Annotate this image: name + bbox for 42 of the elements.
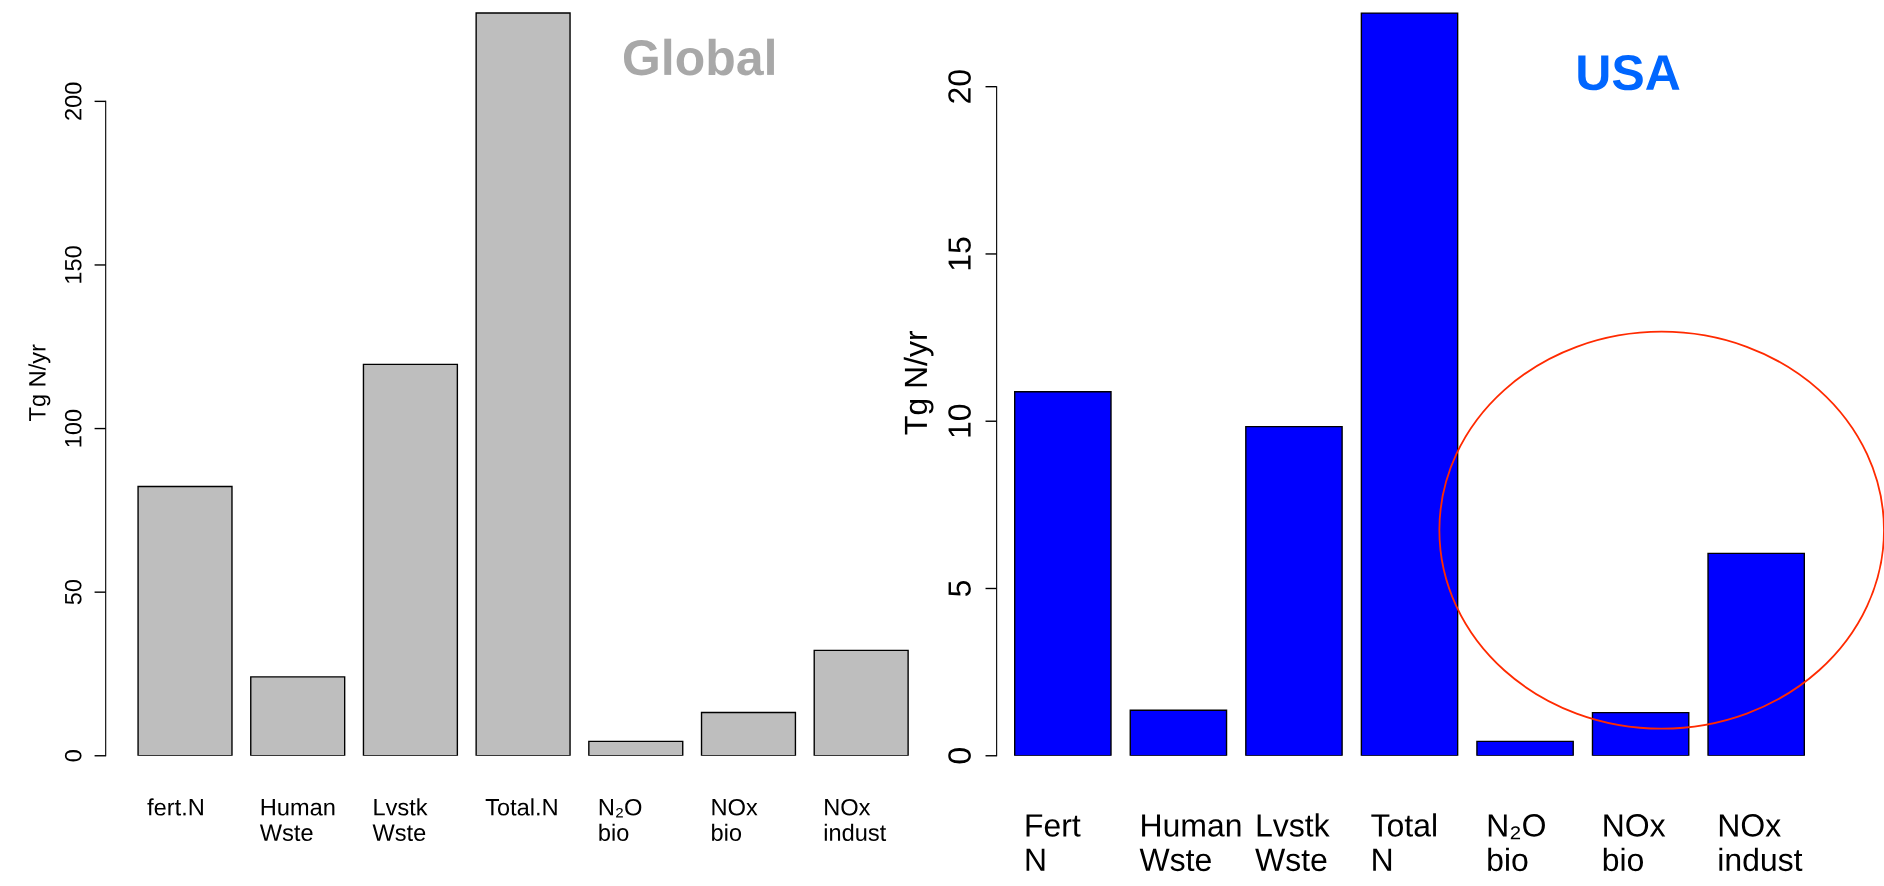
bar	[1476, 740, 1574, 756]
x-tick-label: Human Wste	[1139, 814, 1241, 872]
bar	[475, 12, 571, 756]
bar	[1707, 552, 1806, 756]
y-tick-label: 20	[948, 70, 971, 103]
y-tick-label: 200	[64, 82, 82, 120]
text: USA	[1578, 54, 1680, 91]
bar	[1360, 12, 1459, 756]
x-tick-label: N₂O bio	[1488, 814, 1545, 872]
bar	[137, 485, 233, 756]
bar	[1591, 711, 1690, 756]
y-tick-label: 0	[948, 748, 971, 764]
x-tick-label: Human Wste	[259, 799, 335, 842]
y-tick-label: 5	[948, 580, 971, 597]
chart-title: Global	[623, 38, 774, 76]
x-tick-label: NOx indust	[824, 798, 887, 842]
y-tick-label: 150	[64, 246, 82, 283]
bar	[1129, 709, 1228, 756]
bar	[588, 740, 684, 756]
bar	[813, 649, 909, 756]
y-tick-label: 10	[948, 404, 971, 437]
x-tick-label: Lvstk Wste	[1255, 813, 1330, 872]
y-tick-label: 100	[64, 409, 82, 447]
bar	[362, 363, 459, 756]
x-tick-label: NOx bio	[712, 798, 758, 842]
x-tick-label: N₂O bio	[599, 798, 642, 842]
x-tick-label: Fert N	[1026, 814, 1081, 871]
x-tick-label: fert.N	[147, 798, 203, 816]
bar	[1014, 391, 1112, 756]
bar	[250, 676, 346, 756]
x-tick-label: Lvstk Wste	[372, 798, 428, 842]
y-tick-label: 50	[64, 579, 82, 605]
bar	[1245, 425, 1343, 756]
bar	[700, 711, 797, 756]
x-tick-label: NOx bio	[1603, 814, 1666, 872]
x-tick-label: NOx indust	[1719, 814, 1803, 872]
x-tick-label: Total.N	[485, 798, 557, 816]
x-tick-label: Total N	[1371, 813, 1436, 871]
y-axis-title: Tg N/yr	[903, 330, 934, 435]
y-tick-label: 0	[64, 750, 82, 762]
y-axis-title: Tg N/yr	[28, 344, 51, 421]
y-tick-label: 15	[948, 237, 971, 270]
